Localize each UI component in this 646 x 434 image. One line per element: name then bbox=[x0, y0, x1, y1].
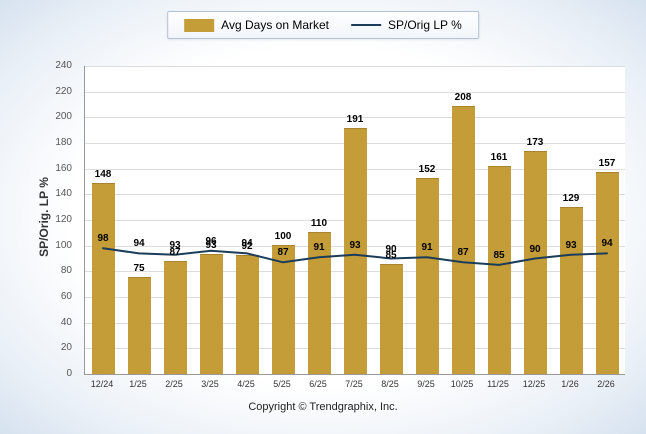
bar bbox=[235, 254, 259, 374]
line-value-label: 87 bbox=[457, 247, 469, 259]
line-value-label: 93 bbox=[169, 239, 181, 251]
y-tick-label: 100 bbox=[55, 239, 72, 251]
bar-series-swatch bbox=[184, 18, 215, 32]
y-tick-label: 120 bbox=[55, 214, 72, 225]
bar bbox=[343, 127, 367, 374]
bar-value-label: 100 bbox=[274, 230, 292, 242]
y-tick-label: 180 bbox=[55, 137, 72, 148]
line-value-label: 85 bbox=[493, 249, 505, 261]
legend-item-bar: Avg Days on Market bbox=[184, 18, 329, 32]
bar-value-label: 93 bbox=[205, 239, 217, 251]
bar-value-label: 161 bbox=[490, 152, 508, 164]
x-tick-label: 7/25 bbox=[345, 379, 363, 389]
bar-value-label: 208 bbox=[454, 92, 472, 104]
x-tick-label: 3/25 bbox=[201, 379, 219, 389]
y-tick-label: 140 bbox=[55, 188, 72, 200]
x-tick-label: 12/25 bbox=[522, 379, 546, 389]
bar bbox=[91, 183, 115, 374]
gridline bbox=[85, 117, 625, 119]
x-tick-label: 8/25 bbox=[381, 379, 399, 389]
line-value-label: 96 bbox=[205, 235, 217, 247]
line-value-label: 93 bbox=[565, 239, 577, 251]
y-tick-label: 220 bbox=[55, 85, 72, 97]
x-axis-tick-labels: 12/24 1/25 2/25 3/25 4/25 5/25 6/25 7/25 8/25 9/2… bbox=[84, 379, 624, 393]
line-value-label: 94 bbox=[241, 238, 253, 250]
bar-value-label: 85 bbox=[385, 249, 397, 261]
x-tick-label: 9/25 bbox=[417, 379, 435, 389]
bar bbox=[379, 263, 403, 374]
bar bbox=[595, 171, 619, 374]
x-tick-label: 4/25 bbox=[237, 379, 255, 389]
y-tick-label: 0 bbox=[66, 368, 72, 379]
y-tick-label: 240 bbox=[55, 60, 72, 71]
y-axis-tick-labels: 0 20 40 60 80 100 120 140 160 180 200 220 240 bbox=[36, 60, 78, 379]
x-tick-label: 2/26 bbox=[597, 379, 615, 389]
line-value-label: 90 bbox=[529, 243, 541, 255]
copyright-text: Copyright © Trendgraphix, Inc. bbox=[248, 401, 398, 413]
y-tick-label: 60 bbox=[60, 291, 72, 302]
x-tick-label: 12/24 bbox=[90, 379, 114, 389]
bar bbox=[415, 177, 439, 374]
x-tick-label: 1/26 bbox=[561, 379, 579, 389]
bar-value-label: 75 bbox=[133, 262, 145, 274]
x-tick-label: 2/25 bbox=[165, 379, 183, 389]
line-series bbox=[102, 247, 608, 266]
bar-value-label: 157 bbox=[598, 157, 616, 169]
line-value-label: 94 bbox=[601, 238, 613, 250]
line-value-label: 94 bbox=[133, 238, 145, 250]
line-value-label: 90 bbox=[385, 243, 397, 255]
bar-value-label: 148 bbox=[94, 169, 112, 181]
x-tick-label: 11/25 bbox=[487, 379, 509, 389]
line-value-label: 93 bbox=[349, 239, 361, 251]
bar bbox=[127, 276, 151, 374]
x-tick-label: 10/25 bbox=[450, 379, 474, 389]
bar-value-label: 92 bbox=[241, 240, 253, 252]
bar bbox=[487, 166, 511, 374]
y-tick-label: 80 bbox=[60, 265, 72, 277]
bar bbox=[307, 231, 331, 374]
line-value-label: 91 bbox=[313, 242, 325, 254]
line-value-label: 98 bbox=[97, 233, 109, 245]
x-tick-label: 1/25 bbox=[129, 379, 147, 389]
gridline bbox=[85, 66, 625, 67]
bar-value-label: 152 bbox=[418, 163, 436, 175]
gridline bbox=[85, 91, 625, 93]
y-tick-label: 40 bbox=[60, 316, 72, 328]
bar bbox=[559, 207, 583, 374]
bar-value-label: 87 bbox=[169, 247, 181, 259]
legend: Avg Days on Market SP/Orig LP % bbox=[167, 11, 479, 39]
x-tick-label: 6/25 bbox=[309, 379, 327, 389]
line-value-label: 91 bbox=[421, 242, 433, 254]
bar-value-label: 129 bbox=[562, 193, 580, 205]
bar bbox=[451, 106, 475, 374]
bar bbox=[271, 244, 295, 374]
x-tick-label: 5/25 bbox=[273, 379, 291, 389]
line-series-swatch bbox=[351, 24, 382, 26]
bar-value-label: 191 bbox=[346, 113, 364, 125]
line-value-label: 87 bbox=[277, 247, 289, 259]
bar-value-label: 110 bbox=[310, 217, 328, 229]
bar bbox=[199, 253, 223, 374]
y-tick-label: 160 bbox=[55, 162, 72, 174]
y-tick-label: 200 bbox=[55, 111, 72, 123]
bar bbox=[163, 261, 187, 374]
plot-area: 148 75 87 93 92 100 110 191 85 152 208 161 173 129 157… bbox=[84, 66, 625, 375]
bar bbox=[523, 150, 547, 374]
bar-value-label: 173 bbox=[526, 136, 544, 148]
legend-item-line: SP/Orig LP % bbox=[351, 18, 462, 32]
sp-orig-lp-line bbox=[102, 247, 608, 266]
legend-bar-label: Avg Days on Market bbox=[221, 18, 330, 32]
y-tick-label: 20 bbox=[60, 342, 72, 354]
legend-line-label: SP/Orig LP % bbox=[388, 18, 462, 32]
